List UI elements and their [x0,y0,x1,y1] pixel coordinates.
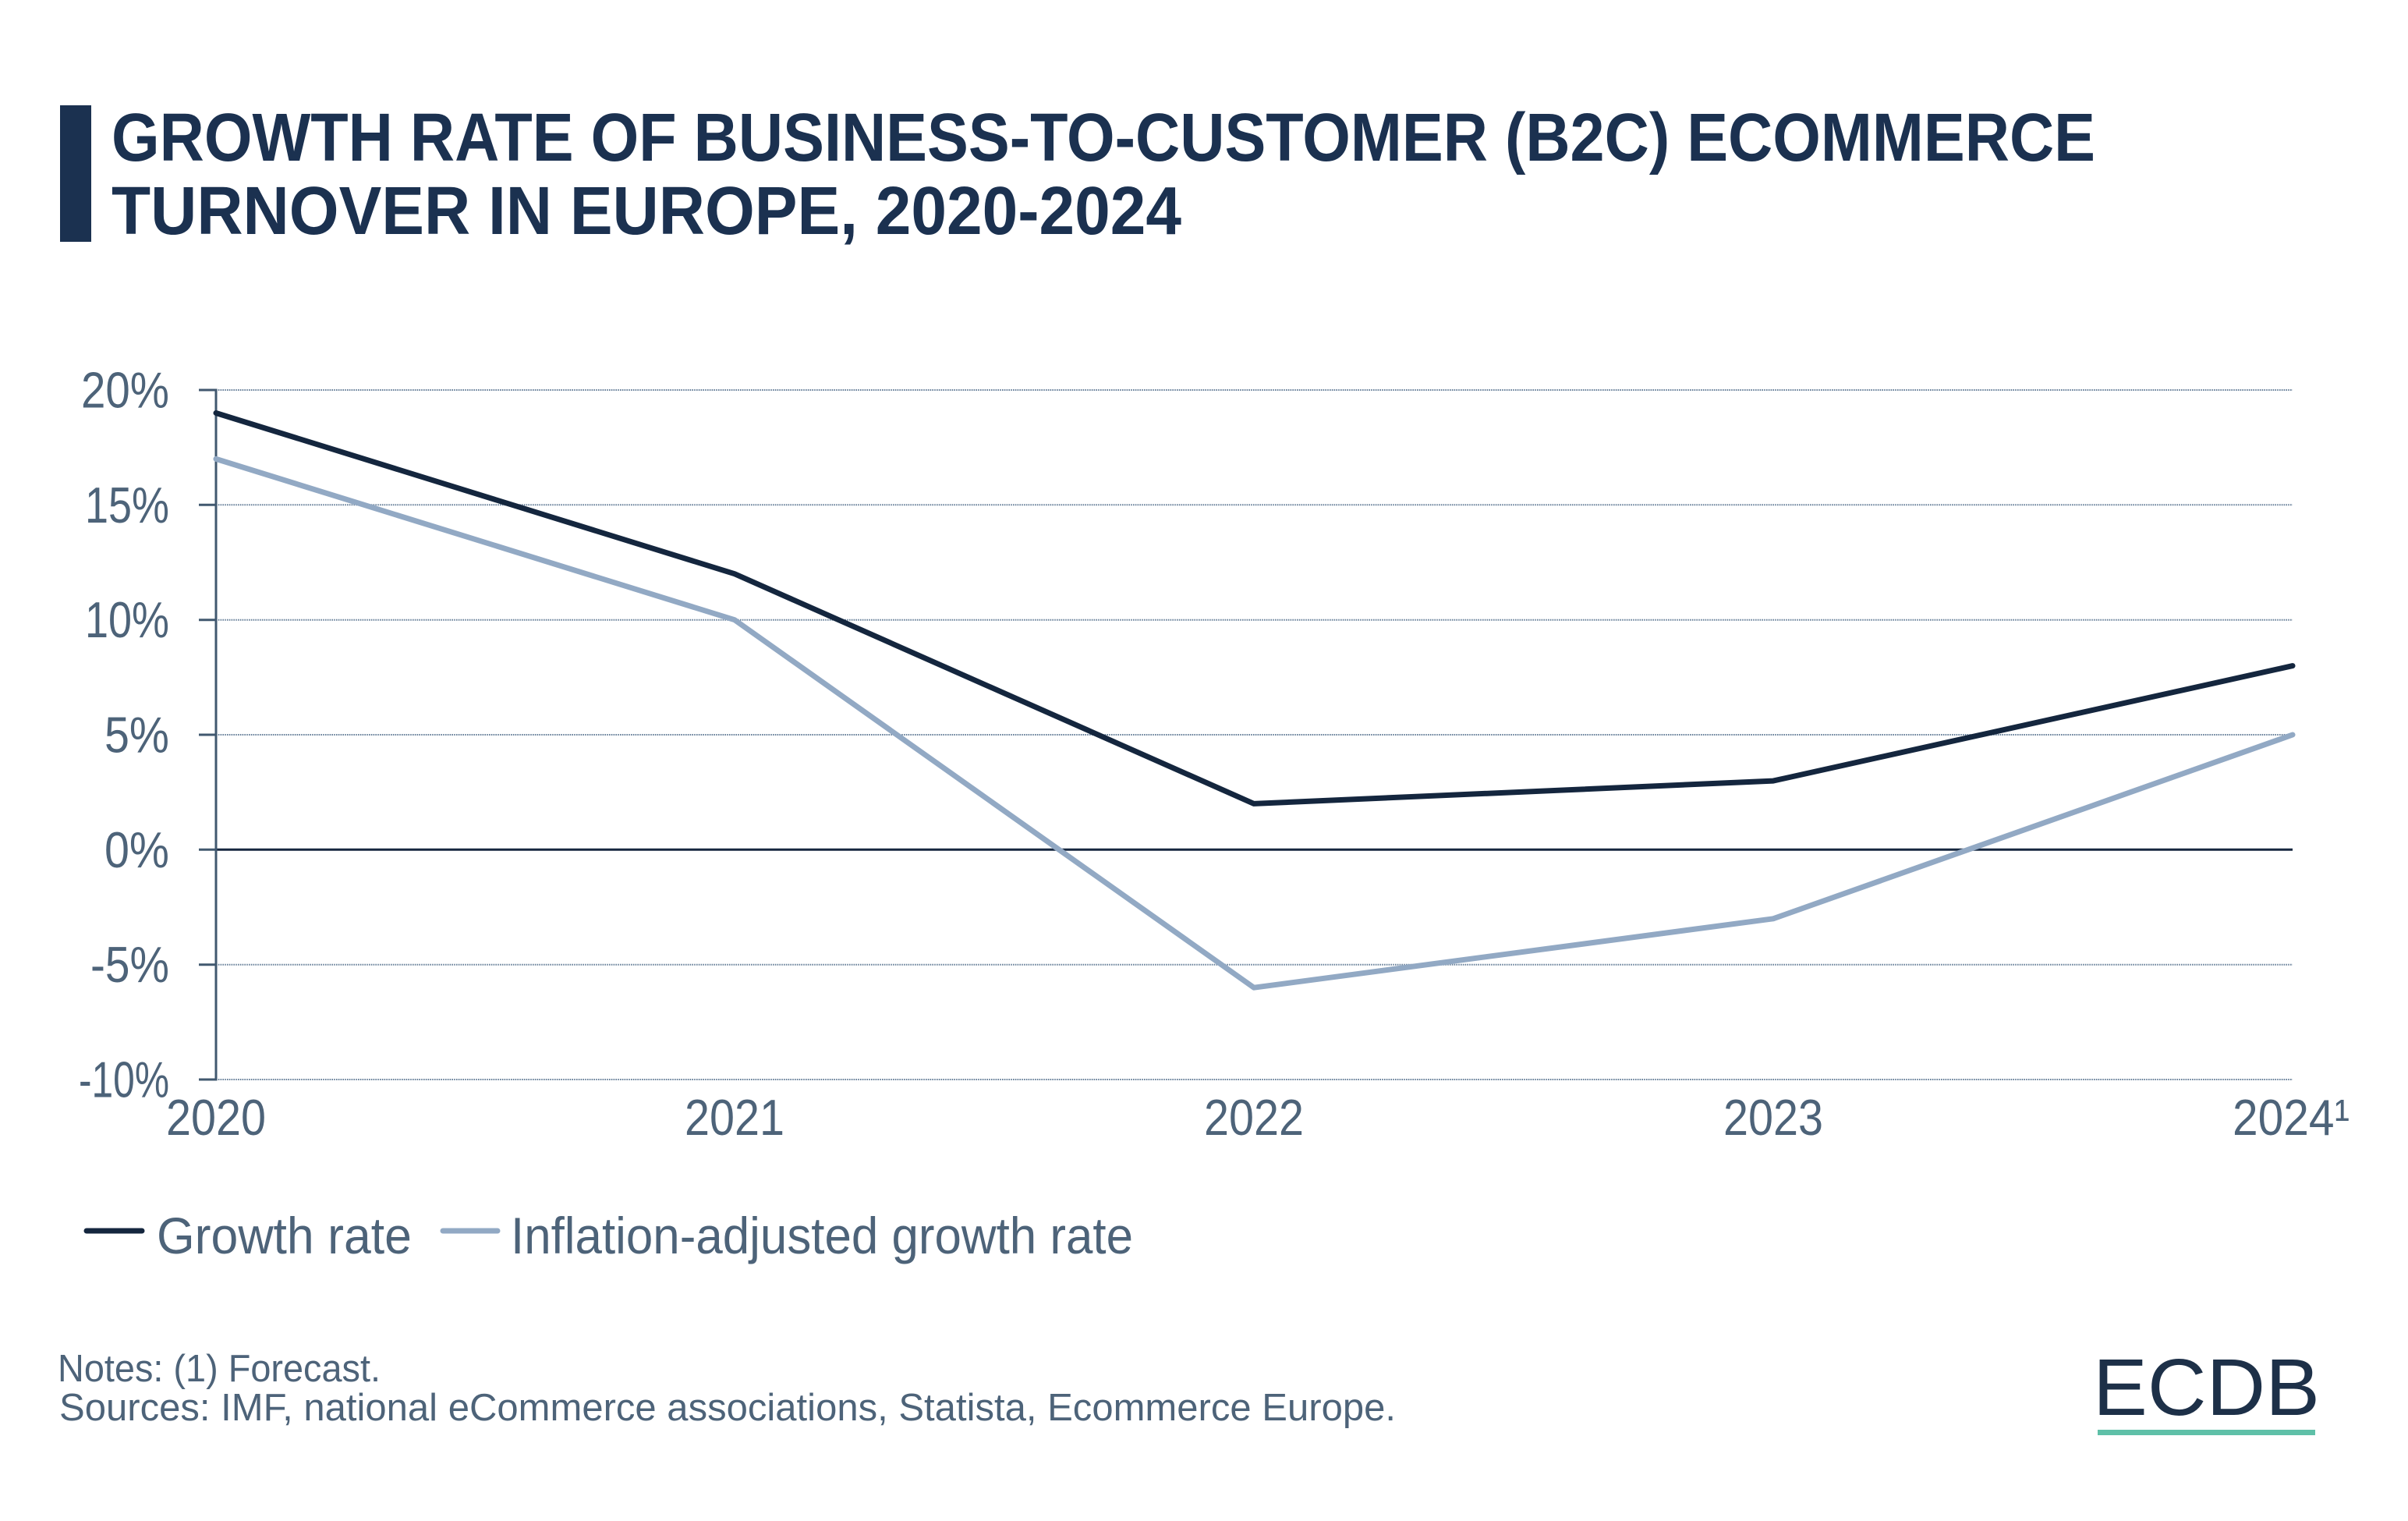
svg-text:GROWTH RATE OF BUSINESS-TO-CUS: GROWTH RATE OF BUSINESS-TO-CUSTOMER (B2C… [112,100,2095,176]
svg-text:15%: 15% [85,477,169,534]
svg-text:2020: 2020 [166,1089,266,1146]
svg-text:ECDB: ECDB [2093,1342,2320,1432]
svg-text:2023: 2023 [1723,1089,1823,1146]
svg-text:0%: 0% [104,821,169,878]
svg-text:Notes: (1) Forecast.: Notes: (1) Forecast. [58,1348,381,1390]
svg-text:-10%: -10% [79,1051,169,1108]
svg-text:Growth rate: Growth rate [157,1207,412,1264]
svg-text:2021: 2021 [685,1089,784,1146]
svg-text:20%: 20% [81,362,169,419]
svg-text:Inflation-adjusted growth rate: Inflation-adjusted growth rate [511,1207,1133,1264]
svg-text:10%: 10% [85,591,169,648]
svg-text:2022: 2022 [1204,1089,1304,1146]
svg-text:-5%: -5% [90,936,169,993]
svg-text:5%: 5% [104,707,169,764]
svg-text:2024¹: 2024¹ [2233,1089,2350,1146]
svg-text:TURNOVER IN EUROPE, 2020-2024: TURNOVER IN EUROPE, 2020-2024 [112,173,1181,249]
svg-text:Sources: IMF, national eCommer: Sources: IMF, national eCommerce associa… [59,1387,1396,1429]
